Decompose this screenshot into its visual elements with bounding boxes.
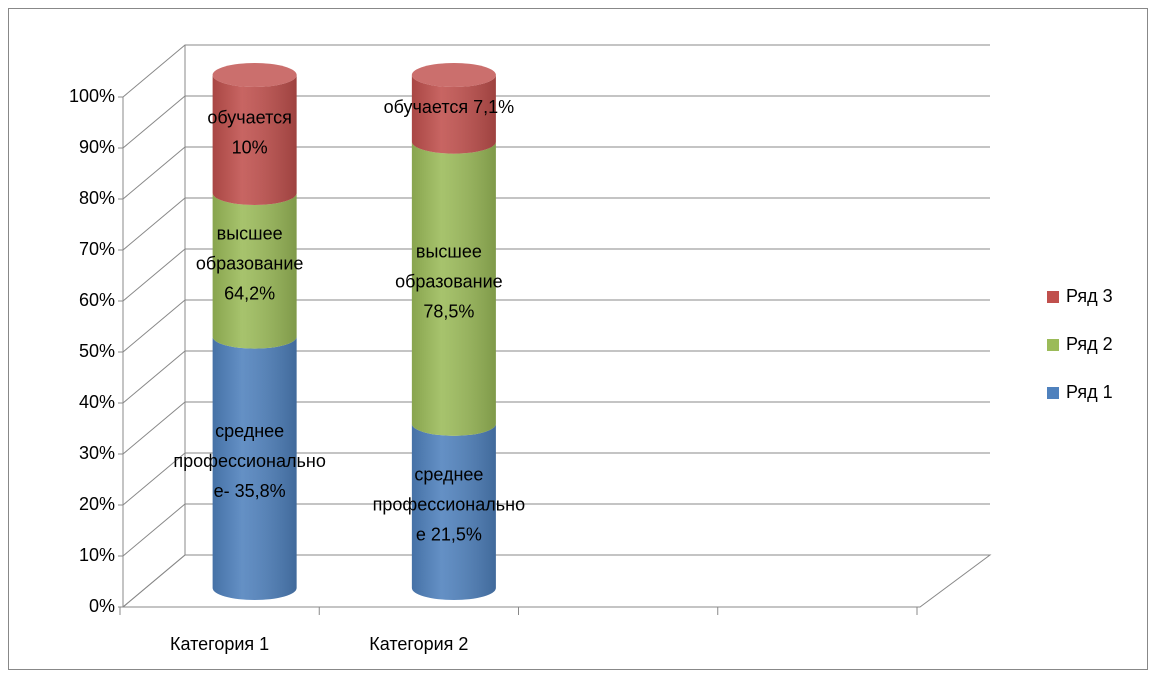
y-tick-label: 100% <box>69 86 115 106</box>
data-label: е 21,5% <box>416 525 482 545</box>
grid-line <box>122 299 990 353</box>
bar <box>411 423 496 600</box>
data-label: 64,2% <box>224 284 275 304</box>
data-label: высшее <box>416 242 482 262</box>
grid-line <box>122 452 990 506</box>
grid-line <box>122 401 990 455</box>
data-label: 78,5% <box>423 302 474 322</box>
bar-top-light <box>212 63 297 87</box>
data-label: 10% <box>232 138 268 158</box>
y-tick-label: 20% <box>79 494 115 514</box>
y-tick-label: 90% <box>79 137 115 157</box>
bar <box>411 63 496 154</box>
data-label: обучается <box>207 108 292 128</box>
bar-shade <box>411 75 496 154</box>
legend-swatch <box>1047 387 1059 399</box>
y-tick-label: 30% <box>79 443 115 463</box>
y-tick-label: 60% <box>79 290 115 310</box>
bar-shade <box>411 423 496 600</box>
bar <box>212 336 297 600</box>
bar-shade <box>212 336 297 600</box>
y-tick-label: 70% <box>79 239 115 259</box>
grid-line <box>122 44 990 98</box>
legend-swatch <box>1047 339 1059 351</box>
data-label: профессионально <box>373 495 525 515</box>
y-tick-label: 10% <box>79 545 115 565</box>
x-tick-label: Категория 1 <box>170 634 269 654</box>
y-tick-label: 40% <box>79 392 115 412</box>
bar-top <box>411 63 496 87</box>
data-label: образование <box>196 254 304 274</box>
grid-line <box>122 197 990 251</box>
legend-label: Ряд 3 <box>1066 286 1113 306</box>
chart-frame <box>8 8 1148 670</box>
data-label: е- 35,8% <box>214 481 286 501</box>
bar <box>212 192 297 349</box>
x-tick-label: Категория 2 <box>369 634 468 654</box>
data-label: высшее <box>217 224 283 244</box>
grid-line <box>122 503 990 557</box>
bar-top <box>212 63 297 87</box>
legend-label: Ряд 2 <box>1066 334 1113 354</box>
data-label: образование <box>395 272 503 292</box>
y-tick-label: 50% <box>79 341 115 361</box>
grid-line <box>122 248 990 302</box>
grid-line <box>122 146 990 200</box>
legend-swatch <box>1047 291 1059 303</box>
bar-shade <box>212 75 297 205</box>
y-tick-label: 0% <box>89 596 115 616</box>
bar <box>411 141 496 436</box>
bar-top-light <box>411 63 496 87</box>
y-tick-label: 80% <box>79 188 115 208</box>
bar-shade <box>212 192 297 349</box>
grid-line <box>122 350 990 404</box>
data-label: обучается 7,1% <box>384 97 515 117</box>
bar <box>212 63 297 205</box>
grid-line <box>122 95 990 149</box>
grid-line <box>122 554 990 608</box>
data-label: среднее <box>414 465 483 485</box>
data-label: среднее <box>215 421 284 441</box>
bar-shade <box>411 141 496 436</box>
legend-label: Ряд 1 <box>1066 382 1113 402</box>
data-label: профессионально <box>173 451 325 471</box>
